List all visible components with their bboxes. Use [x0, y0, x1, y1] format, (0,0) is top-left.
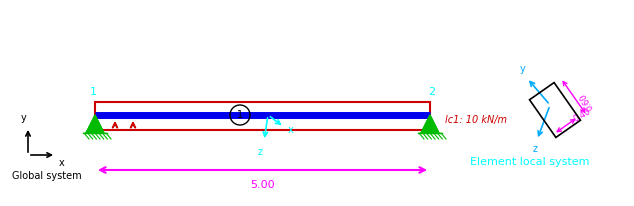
Text: 1: 1 [89, 87, 96, 97]
Text: 2: 2 [429, 87, 436, 97]
Polygon shape [86, 115, 104, 133]
Polygon shape [421, 115, 439, 133]
Text: Element local system: Element local system [470, 157, 590, 167]
Text: x: x [288, 125, 294, 135]
Text: 1: 1 [237, 110, 243, 120]
Text: 0.40: 0.40 [572, 107, 592, 124]
Text: Global system: Global system [12, 171, 82, 181]
Text: y: y [520, 64, 526, 74]
Text: 0.60: 0.60 [578, 91, 595, 111]
Text: z: z [257, 147, 262, 157]
Text: y: y [21, 113, 27, 123]
Bar [95, 102, 430, 130]
Text: x: x [59, 158, 65, 168]
Text: lc1: 10 kN/m: lc1: 10 kN/m [445, 115, 507, 125]
Text: 5.00: 5.00 [250, 180, 275, 190]
Text: z: z [533, 144, 538, 154]
